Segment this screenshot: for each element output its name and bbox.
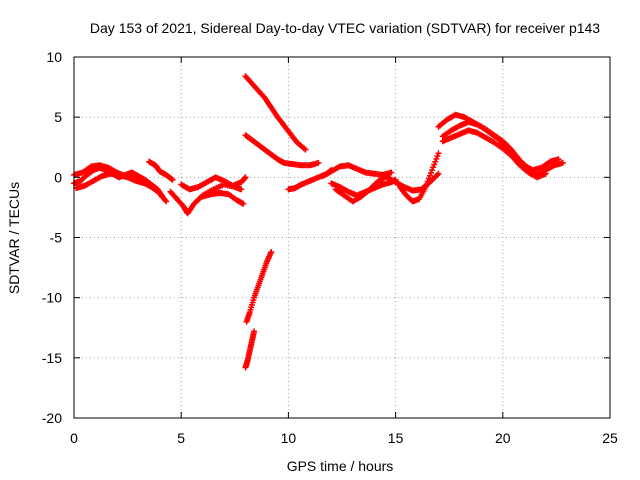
x-tick-label: 5 xyxy=(177,430,185,446)
gridlines xyxy=(74,57,610,418)
data-point xyxy=(559,159,566,166)
data-point xyxy=(238,186,245,193)
data-point xyxy=(302,146,309,153)
data-point xyxy=(434,153,441,160)
data-point xyxy=(422,183,429,190)
data-point xyxy=(243,318,250,325)
x-axis: 0 5 10 15 20 25 xyxy=(70,57,618,446)
data-point xyxy=(555,156,562,163)
data-point xyxy=(430,164,437,171)
data-series xyxy=(71,73,566,371)
x-tick-label: 10 xyxy=(281,430,297,446)
series-track-f xyxy=(178,174,249,193)
y-axis-label: SDTVAR / TECUs xyxy=(6,182,22,294)
y-tick-label: 0 xyxy=(54,169,62,185)
series-track-s xyxy=(435,111,562,174)
series-track-i xyxy=(242,132,322,169)
data-point xyxy=(315,159,322,166)
series-track-t xyxy=(439,127,549,181)
series-track-c xyxy=(73,170,148,192)
data-point xyxy=(426,172,433,179)
y-tick-label: -10 xyxy=(42,290,62,306)
series-track-g xyxy=(199,189,247,207)
x-tick-label: 15 xyxy=(388,430,404,446)
series-track-q xyxy=(396,150,442,205)
data-point xyxy=(427,169,434,176)
data-point xyxy=(433,155,440,162)
data-point xyxy=(435,170,442,177)
data-point xyxy=(425,175,432,182)
chart-title: Day 153 of 2021, Sidereal Day-to-day VTE… xyxy=(90,20,600,36)
y-tick-label: -15 xyxy=(42,350,62,366)
series-track-p xyxy=(384,170,442,194)
data-point xyxy=(169,176,176,183)
data-point xyxy=(168,175,175,182)
x-axis-label: GPS time / hours xyxy=(287,458,394,474)
data-point xyxy=(424,178,431,185)
data-point xyxy=(435,150,442,157)
series-track-j xyxy=(243,248,275,325)
x-tick-label: 0 xyxy=(70,430,78,446)
data-point xyxy=(432,158,439,165)
y-tick-label: -5 xyxy=(50,230,63,246)
y-tick-label: 5 xyxy=(54,109,62,125)
y-tick-label: 10 xyxy=(46,49,62,65)
data-point xyxy=(242,174,249,181)
series-track-h xyxy=(242,73,309,153)
data-point xyxy=(431,161,438,168)
data-point xyxy=(163,198,170,205)
data-point xyxy=(141,180,148,187)
series-track-d xyxy=(146,158,176,183)
data-point xyxy=(240,200,247,207)
data-point xyxy=(542,170,549,177)
series-track-k xyxy=(242,328,258,371)
data-point xyxy=(242,364,249,371)
x-tick-label: 20 xyxy=(495,430,511,446)
data-point xyxy=(423,181,430,188)
data-point xyxy=(388,169,395,176)
series-track-o xyxy=(332,173,391,205)
data-point xyxy=(429,167,436,174)
x-tick-label: 25 xyxy=(602,430,618,446)
y-tick-label: -20 xyxy=(42,410,62,426)
y-axis: -20 -15 -10 -5 0 5 10 xyxy=(42,49,610,426)
